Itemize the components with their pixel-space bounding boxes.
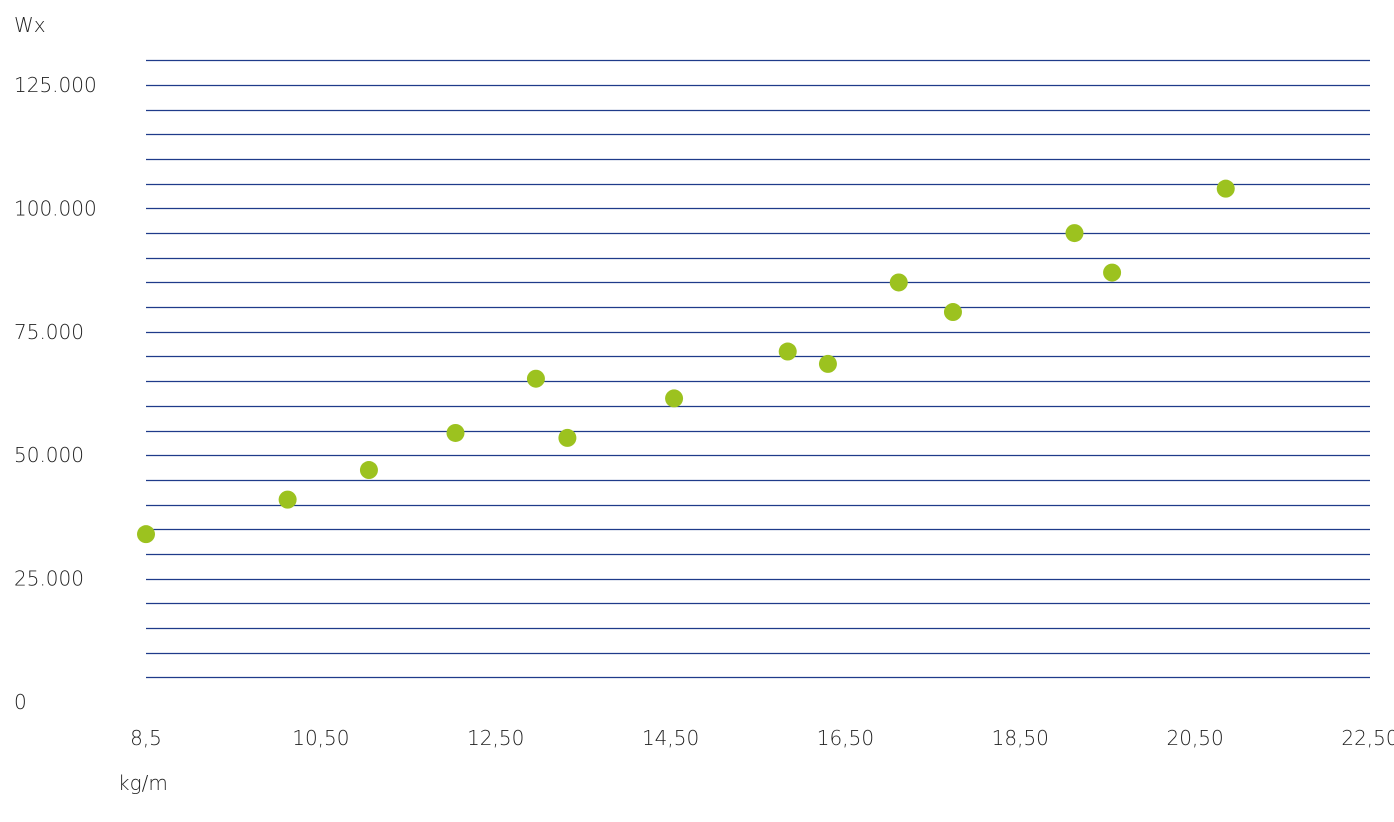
y-tick-label: 100.000 — [14, 196, 97, 220]
data-point — [1216, 179, 1235, 198]
y-tick-labels: 0 25.000 50.000 75.000 100.000 125.000 — [14, 73, 97, 714]
y-tick-label: 75.000 — [14, 320, 84, 344]
data-points — [137, 179, 1235, 544]
y-tick-label: 25.000 — [14, 567, 84, 591]
data-point — [278, 490, 297, 509]
x-tick-labels: 8,5 10,50 12,50 14,50 16,50 18,50 20,50 22,50 — [130, 726, 1394, 750]
x-tick-label: 18,50 — [992, 726, 1049, 750]
data-point — [526, 369, 545, 388]
data-point — [818, 354, 837, 373]
gridlines — [146, 59, 1370, 679]
data-point — [778, 342, 797, 361]
data-point — [359, 461, 378, 480]
data-point — [558, 428, 577, 447]
y-tick-label: 50.000 — [14, 443, 84, 467]
y-axis-title: Wx — [14, 13, 46, 37]
x-tick-label: 16,50 — [817, 726, 874, 750]
x-tick-label: 10,50 — [292, 726, 349, 750]
data-point — [889, 273, 908, 292]
x-tick-label: 14,50 — [642, 726, 699, 750]
x-tick-label: 22,50 — [1341, 726, 1394, 750]
x-tick-label: 20,50 — [1167, 726, 1224, 750]
data-point — [1103, 263, 1122, 282]
y-tick-label: 125.000 — [14, 73, 97, 97]
data-point — [1065, 224, 1084, 243]
x-axis-title: kg/m — [118, 771, 168, 795]
data-point — [137, 525, 155, 544]
data-point — [665, 389, 684, 408]
data-point — [943, 303, 962, 322]
data-point — [446, 423, 465, 442]
x-tick-label: 8,5 — [130, 726, 162, 750]
y-tick-label: 0 — [14, 690, 27, 714]
x-tick-label: 12,50 — [467, 726, 524, 750]
